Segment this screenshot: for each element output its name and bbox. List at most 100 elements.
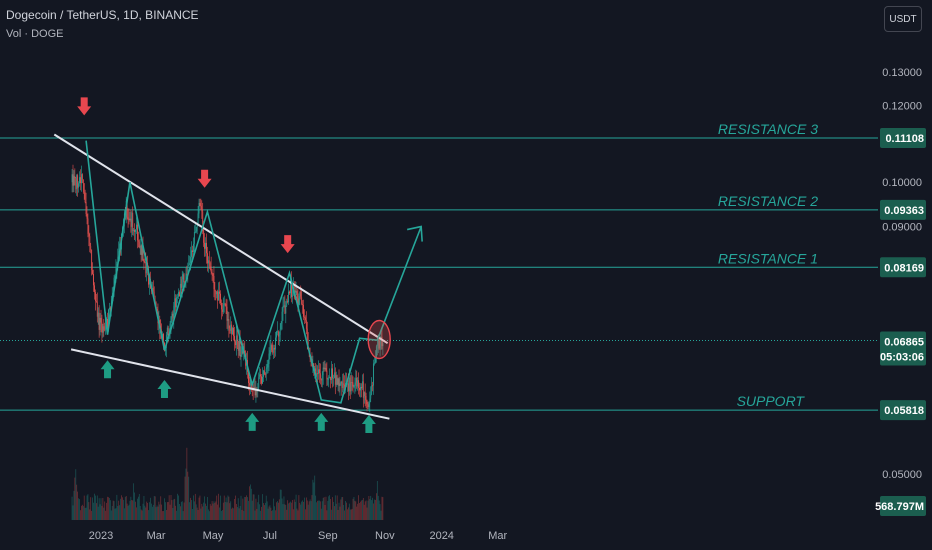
candle-body bbox=[249, 383, 250, 386]
candle-body bbox=[255, 389, 257, 396]
volume-bar bbox=[85, 507, 87, 520]
candle-body bbox=[205, 242, 206, 249]
volume-bar bbox=[325, 496, 327, 520]
candle-body bbox=[146, 263, 148, 274]
candle-body bbox=[343, 383, 345, 385]
volume-bar bbox=[295, 494, 297, 520]
candle-body bbox=[263, 370, 265, 375]
volume-bar bbox=[80, 510, 81, 520]
volume-bar bbox=[361, 500, 362, 520]
candle-body bbox=[239, 339, 241, 357]
candle-body bbox=[71, 174, 73, 183]
volume-bar bbox=[228, 496, 230, 520]
volume-bar bbox=[200, 508, 202, 520]
volume-bar bbox=[141, 510, 143, 520]
volume-bar bbox=[245, 497, 247, 520]
volume-bar bbox=[120, 498, 121, 520]
candle-body bbox=[344, 384, 346, 389]
volume-bar bbox=[139, 506, 141, 520]
candle-body bbox=[114, 276, 116, 278]
level-name: RESISTANCE 2 bbox=[718, 193, 818, 209]
candle-body bbox=[329, 376, 331, 378]
up-arrow bbox=[245, 412, 260, 431]
volume-bar bbox=[142, 503, 144, 520]
time-tick-label: Mar bbox=[147, 530, 166, 542]
candle-body bbox=[190, 256, 192, 264]
level-name: RESISTANCE 3 bbox=[718, 121, 818, 137]
volume-bar bbox=[317, 500, 318, 520]
last-price-tag-bg bbox=[880, 331, 926, 366]
volume-bar bbox=[334, 506, 335, 520]
volume-bar bbox=[264, 505, 265, 520]
volume-bar bbox=[299, 502, 301, 520]
volume-bar bbox=[148, 510, 149, 520]
candle-body bbox=[363, 392, 365, 398]
candle-body bbox=[109, 307, 111, 309]
candle-body bbox=[169, 323, 171, 335]
volume-bar bbox=[143, 496, 145, 520]
volume-bar bbox=[150, 497, 151, 520]
volume-bar bbox=[99, 504, 101, 520]
volume-bar bbox=[288, 503, 289, 520]
volume-bar bbox=[182, 511, 184, 520]
candle-body bbox=[152, 287, 154, 292]
volume-bar bbox=[230, 501, 232, 520]
volume-bar bbox=[210, 505, 212, 520]
candle-body bbox=[222, 305, 224, 312]
volume-bar bbox=[279, 489, 281, 520]
candle-body bbox=[86, 214, 88, 219]
volume-bar bbox=[335, 503, 337, 520]
volume-bar bbox=[301, 501, 303, 520]
candle-body bbox=[340, 381, 342, 384]
volume-bar bbox=[357, 503, 359, 520]
symbol-title: Dogecoin / TetherUS, 1D, BINANCE bbox=[6, 8, 199, 22]
volume-bar bbox=[348, 503, 350, 520]
volume-bar bbox=[72, 505, 74, 520]
volume-bar bbox=[233, 508, 234, 520]
volume-bar bbox=[76, 484, 78, 520]
volume-bar bbox=[290, 501, 291, 520]
candle-body bbox=[107, 319, 108, 329]
up-arrow bbox=[314, 412, 329, 431]
candle-body bbox=[98, 312, 100, 330]
candle-body bbox=[376, 345, 378, 347]
volume-bar bbox=[135, 501, 136, 520]
volume-bar bbox=[175, 505, 177, 520]
volume-bar bbox=[112, 500, 114, 520]
currency-button[interactable]: USDT bbox=[884, 6, 922, 32]
volume-bar bbox=[349, 509, 351, 520]
volume-bar bbox=[329, 495, 331, 520]
volume-bar bbox=[239, 506, 241, 520]
candle-body bbox=[347, 383, 348, 385]
candle-body bbox=[199, 203, 201, 206]
volume-bar bbox=[292, 509, 294, 520]
volume-bar bbox=[105, 510, 107, 520]
volume-bar bbox=[376, 493, 377, 520]
candle-body bbox=[339, 383, 341, 386]
candle-body bbox=[338, 378, 340, 386]
volume-bar bbox=[158, 501, 160, 520]
candle-body bbox=[271, 345, 273, 352]
candle-body bbox=[299, 291, 301, 297]
candle-body bbox=[80, 177, 81, 184]
candle-body bbox=[91, 249, 93, 271]
candle-body bbox=[298, 296, 300, 305]
volume-bar bbox=[162, 511, 163, 520]
volume-bar bbox=[96, 495, 98, 520]
volume-bar bbox=[221, 510, 223, 520]
volume-bar bbox=[163, 511, 164, 520]
down-arrow bbox=[77, 97, 92, 116]
candle-body bbox=[347, 383, 349, 392]
candle-body bbox=[304, 316, 305, 318]
candle-body bbox=[196, 225, 198, 232]
candle-body bbox=[216, 291, 218, 295]
volume-bar bbox=[97, 506, 99, 520]
candle-body bbox=[302, 303, 304, 305]
volume-bar bbox=[322, 498, 324, 520]
projection-arrow-head bbox=[406, 225, 423, 242]
candle-body bbox=[318, 369, 319, 374]
volume-bar bbox=[269, 505, 271, 520]
candle-body bbox=[82, 179, 84, 184]
volume-bar bbox=[90, 497, 92, 520]
